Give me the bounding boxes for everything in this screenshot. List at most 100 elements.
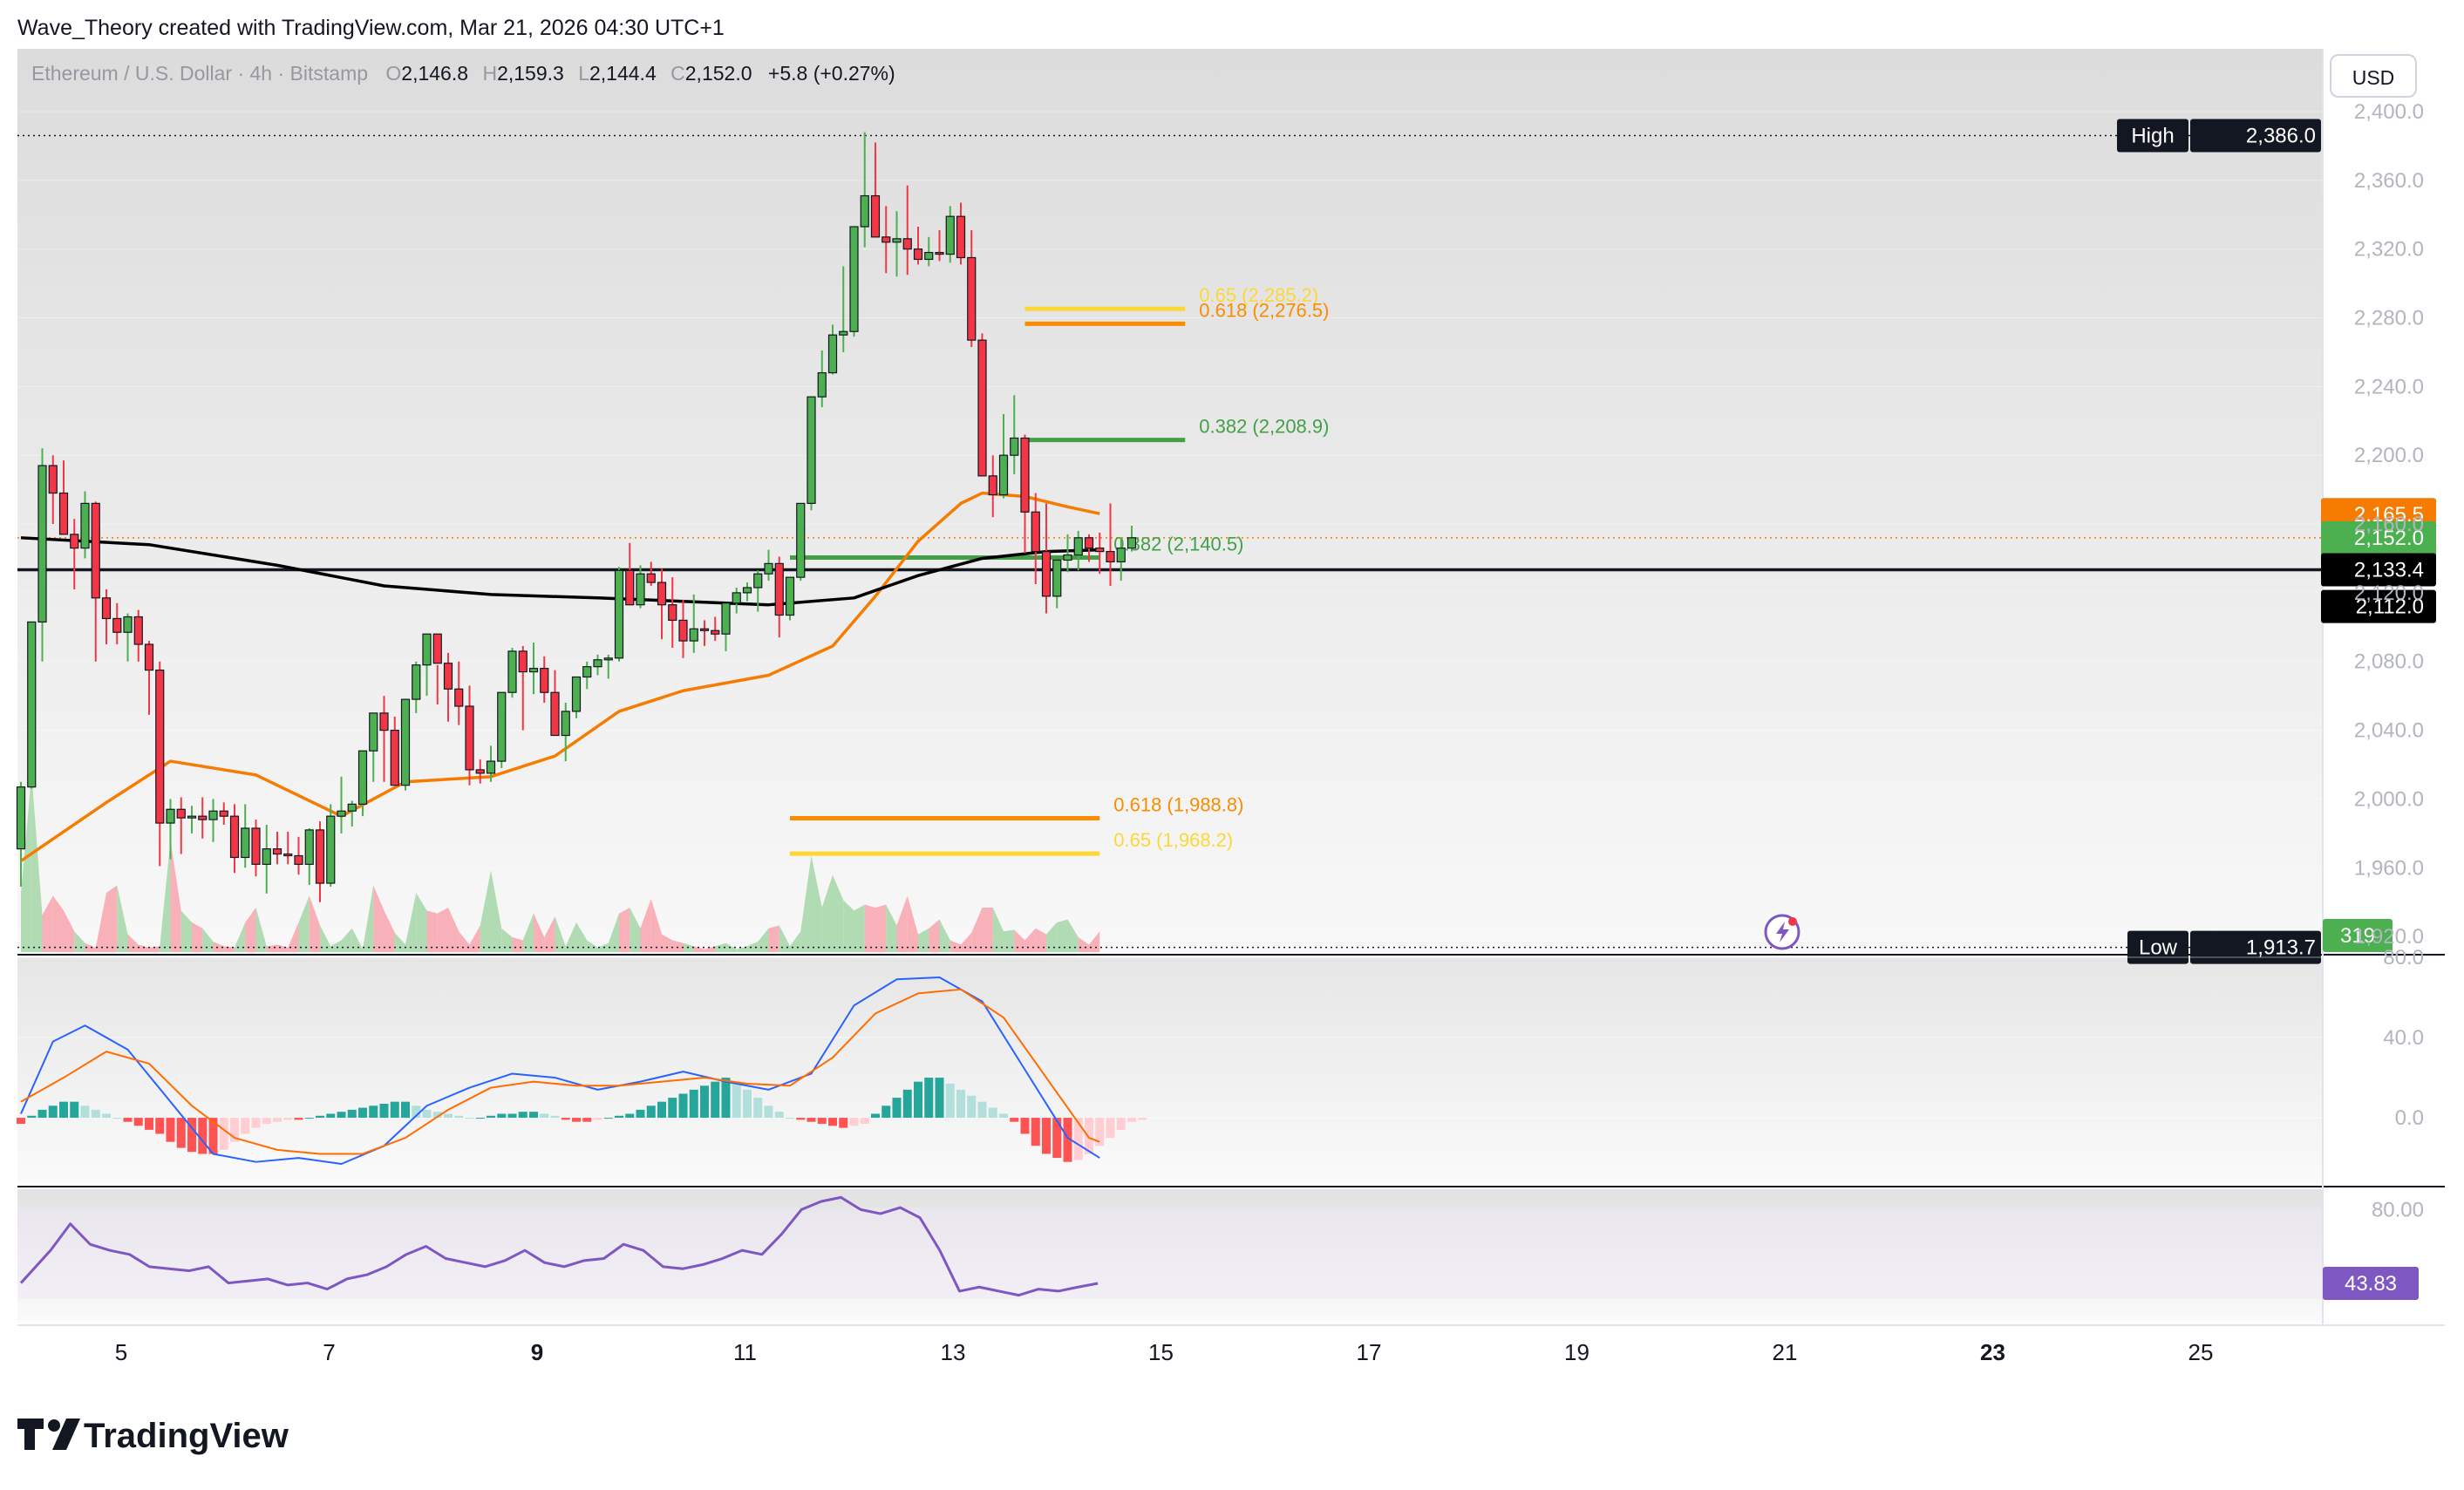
candle-body <box>229 815 240 859</box>
macd-histogram-bar <box>145 1118 153 1130</box>
flash-icon[interactable] <box>1764 914 1800 950</box>
price-axis-labels: High2,386.02,165.52,152.029:402,133.42,1… <box>2117 119 2436 964</box>
volume-segment <box>939 919 950 952</box>
candle-body <box>711 629 720 635</box>
volume-segment <box>758 928 769 952</box>
macd-histogram-bar <box>967 1095 977 1119</box>
ohlc-open-value: 2,146.8 <box>401 62 468 85</box>
macd-pane[interactable]: 80.0 40.0 0.0 <box>17 946 2424 1165</box>
price-tick-label: 2,000.0 <box>2354 787 2424 811</box>
macd-histogram-bar <box>454 1115 464 1119</box>
macd-histogram-bar <box>1116 1118 1126 1130</box>
rsi-pane[interactable]: 80.00 43.83 <box>19 1195 2424 1300</box>
symbol-legend[interactable]: Ethereum / U.S. Dollar · 4h · Bitstamp O… <box>31 62 895 85</box>
candle-body <box>807 396 816 504</box>
candle-body <box>1063 554 1072 561</box>
macd-histogram-bar <box>219 1118 228 1150</box>
candle-body <box>400 698 411 786</box>
volume-segment <box>800 855 812 952</box>
macd-tick-label: 80.0 <box>2383 946 2424 970</box>
fib-label: 0.65 (2,285.2) <box>1199 284 1318 306</box>
tradingview-logo[interactable] <box>17 1419 80 1450</box>
volume-segment <box>277 944 289 952</box>
candle-body <box>636 573 645 606</box>
macd-histogram-bar <box>902 1089 912 1119</box>
time-tick-label: 13 <box>941 1339 966 1365</box>
time-tick-label: 15 <box>1148 1339 1174 1365</box>
time-axis[interactable]: 5 7 9 11 13 15 17 19 21 23 25 <box>115 1339 2214 1365</box>
candle-body <box>1084 537 1094 549</box>
volume-segment <box>565 922 576 952</box>
candle-body <box>902 238 912 250</box>
volume-segment <box>619 908 630 952</box>
candle-body <box>689 628 698 642</box>
candle-body <box>187 815 197 819</box>
volume-segment <box>117 885 128 952</box>
candle-body <box>294 854 303 865</box>
volume-segment <box>309 895 320 952</box>
volume-area <box>21 774 1100 952</box>
candle-body <box>390 729 399 786</box>
axis-price-tag: 2,112.0 <box>2356 595 2424 619</box>
axis-price-tag-bg <box>2321 589 2436 623</box>
horizontal-lines[interactable] <box>17 134 2323 949</box>
volume-segment <box>223 946 235 952</box>
macd-histogram-bar <box>432 1112 442 1119</box>
price-axis[interactable]: 2,400.0 2,360.0 2,320.0 2,280.0 2,240.0 2,200… <box>2354 100 2424 949</box>
candle-body <box>571 676 582 712</box>
macd-histogram-bar <box>1127 1118 1136 1122</box>
candle-body <box>785 576 795 616</box>
volume-segment <box>1014 929 1025 952</box>
volume-segment <box>747 942 759 952</box>
volume-segment <box>704 946 716 952</box>
macd-histogram-bar <box>711 1081 720 1119</box>
macd-histogram-bar <box>17 1118 25 1124</box>
volume-segment <box>662 934 673 952</box>
candle-body <box>977 339 987 477</box>
macd-histogram-bar <box>668 1098 677 1119</box>
fib-label: 0.382 (2,208.9) <box>1199 416 1329 438</box>
macd-histogram-bar <box>273 1118 282 1122</box>
candle-body <box>550 691 560 737</box>
macd-histogram-bar <box>860 1118 869 1124</box>
macd-histogram-bar <box>497 1113 507 1119</box>
candle-body <box>817 371 827 398</box>
rsi-band <box>17 1208 2323 1299</box>
fib-label: 0.618 (2,276.5) <box>1199 299 1329 321</box>
macd-histogram-bar <box>390 1101 399 1119</box>
ohlc-c-label: C <box>670 62 685 85</box>
macd-histogram-bar <box>572 1118 581 1122</box>
candle-body <box>80 502 90 549</box>
candle-body <box>219 810 228 817</box>
macd-histogram-bar <box>529 1112 538 1119</box>
candle-body <box>849 226 859 332</box>
candles[interactable] <box>16 132 1137 902</box>
volume-segment <box>992 908 1004 952</box>
candle-body <box>486 760 496 774</box>
macd-histogram-bar <box>945 1083 955 1119</box>
macd-histogram-bar <box>807 1118 816 1122</box>
volume-segment <box>1004 929 1015 952</box>
candle-body <box>603 657 613 661</box>
volume-segment <box>864 904 875 952</box>
ohlc-change: +5.8 (+0.27%) <box>768 62 895 85</box>
volume-segment <box>405 893 417 952</box>
currency-button[interactable]: USD <box>2330 54 2417 98</box>
symbol-name: Ethereum / U.S. Dollar · 4h · Bitstamp <box>31 62 368 85</box>
macd-histogram-bar <box>657 1101 666 1119</box>
fib-levels[interactable]: 0.65 (2,285.2)0.618 (2,276.5) 0.382 (2,20… <box>790 284 1329 856</box>
axis-tag-low-value-bg <box>2190 930 2321 964</box>
candle-body <box>721 602 731 635</box>
volume-segment <box>1067 919 1079 952</box>
volume-segment <box>833 874 844 952</box>
macd-histogram-bar <box>37 1109 47 1119</box>
volume-segment <box>21 774 32 952</box>
rsi-tag-bg <box>2323 1266 2419 1300</box>
volume-segment <box>351 928 363 952</box>
macd-histogram-bar <box>593 1118 602 1120</box>
candle-body <box>176 808 186 819</box>
candle-body <box>528 668 539 673</box>
macd-histogram-bar <box>561 1118 570 1120</box>
volume-segment <box>235 922 246 952</box>
